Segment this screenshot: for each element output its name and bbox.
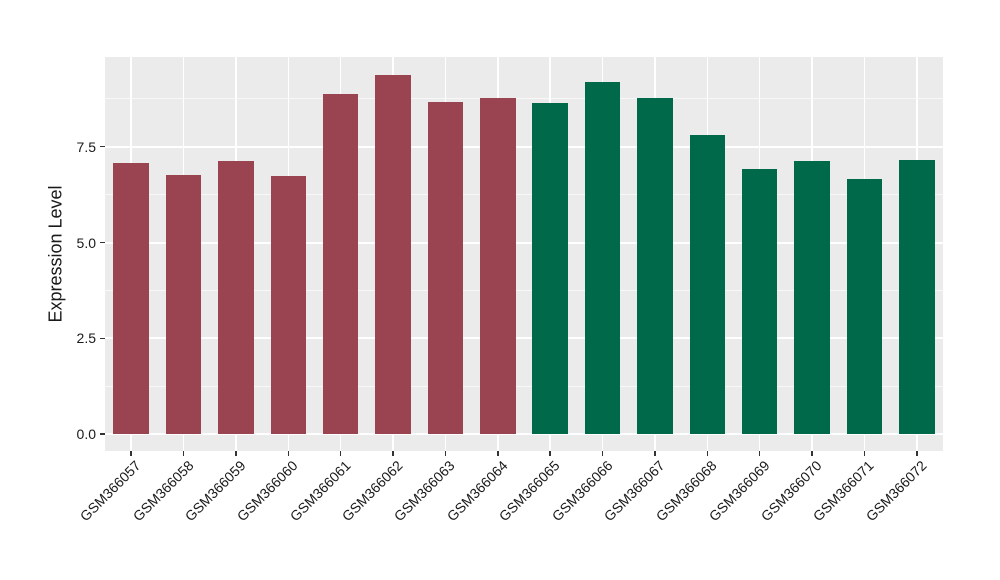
y-major-gridline	[105, 145, 943, 148]
x-tick-label-GSM366057: GSM366057	[76, 457, 144, 525]
x-tick-mark	[235, 451, 237, 456]
bar-GSM366063	[427, 101, 464, 435]
x-tick-mark	[549, 451, 551, 456]
x-tick-mark	[287, 451, 290, 456]
bar-GSM366068	[689, 134, 726, 435]
x-tick-mark	[601, 451, 604, 456]
bar-GSM366059	[218, 161, 254, 435]
x-tick-mark	[654, 451, 656, 456]
bar-GSM366060	[270, 176, 307, 435]
x-tick-mark	[444, 451, 447, 456]
x-tick-mark	[706, 451, 709, 456]
y-major-gridline	[105, 337, 943, 340]
y-tick-mark	[100, 433, 105, 435]
y-tick-mark	[100, 145, 105, 148]
y-minor-gridline	[105, 194, 943, 196]
y-tick-mark	[100, 337, 105, 340]
y-major-gridline	[105, 433, 943, 436]
bar-GSM366071	[846, 179, 883, 435]
y-major-gridline	[105, 241, 943, 244]
y-minor-gridline	[105, 289, 943, 291]
bar-GSM366057	[113, 162, 149, 435]
x-tick-mark	[811, 451, 813, 456]
x-tick-mark	[497, 451, 499, 456]
bar-GSM366062	[375, 75, 411, 435]
x-tick-mark	[758, 451, 761, 456]
y-tick-mark	[100, 241, 105, 244]
x-tick-mark	[130, 451, 132, 456]
bar-GSM366061	[322, 94, 359, 435]
y-tick-label: 0.0	[76, 426, 96, 443]
x-tick-mark	[863, 451, 866, 456]
y-tick-label: 2.5	[76, 330, 96, 347]
x-tick-mark	[182, 451, 185, 456]
y-minor-gridline	[105, 385, 943, 387]
x-tick-mark	[339, 451, 342, 456]
bar-GSM366058	[165, 175, 202, 435]
bar-GSM366067	[637, 98, 673, 435]
bar-GSM366072	[899, 160, 935, 435]
bar-GSM366064	[480, 97, 516, 435]
bar-GSM366070	[794, 161, 830, 435]
y-minor-gridline	[105, 98, 943, 100]
bar-GSM366065	[532, 102, 568, 435]
bar-GSM366066	[584, 82, 621, 435]
y-axis-title: Expression Level	[45, 185, 66, 323]
x-tick-mark	[916, 451, 918, 456]
y-tick-label: 7.5	[76, 138, 96, 155]
x-tick-mark	[392, 451, 394, 456]
y-tick-label: 5.0	[76, 234, 96, 251]
bar-GSM366069	[741, 168, 778, 435]
